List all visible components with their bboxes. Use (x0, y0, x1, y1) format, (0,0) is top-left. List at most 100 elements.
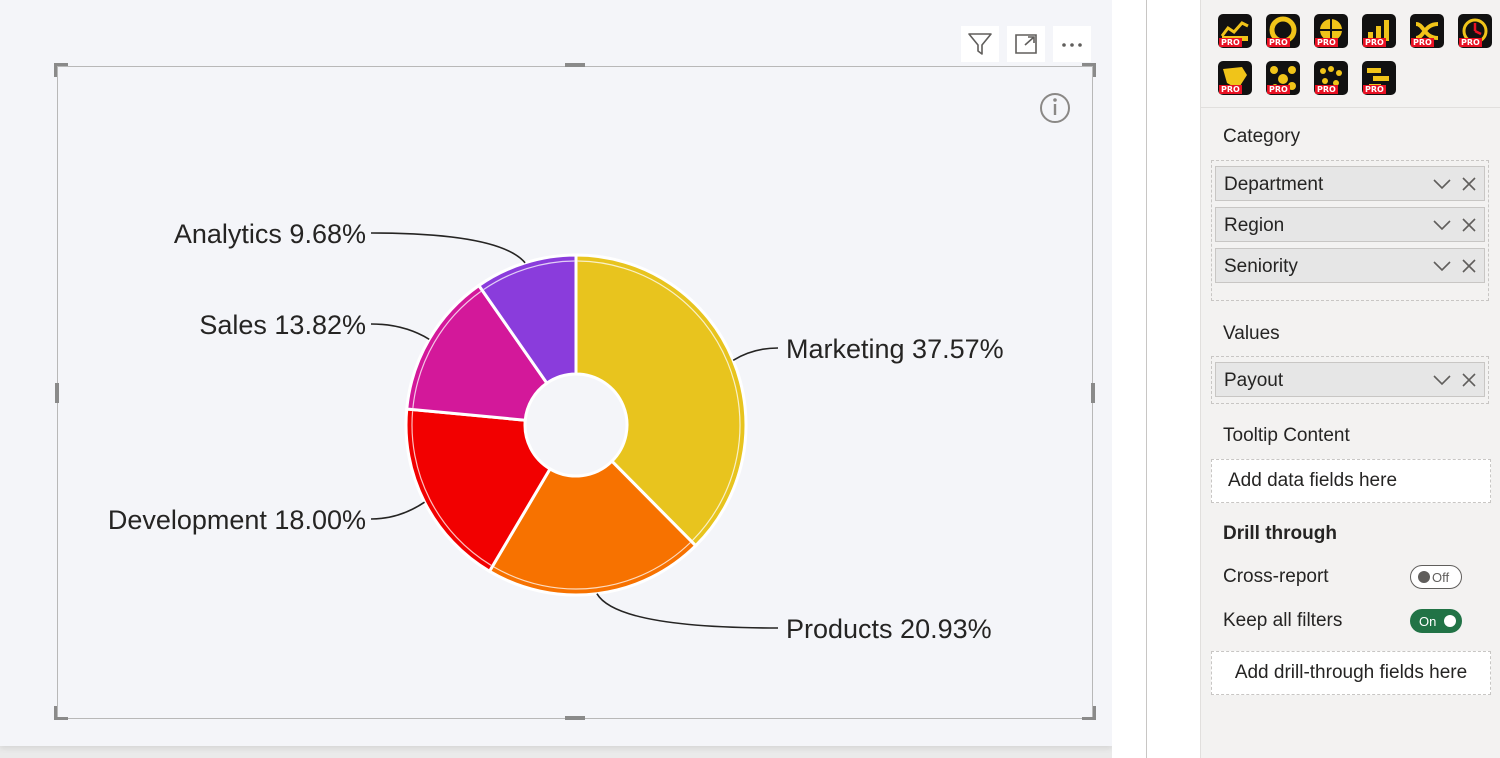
info-icon[interactable] (1040, 93, 1070, 123)
values-well[interactable] (1211, 356, 1489, 404)
resize-handle[interactable] (1093, 63, 1096, 77)
data-label-products: Products 20.93% (786, 614, 992, 644)
leader-line (596, 593, 779, 629)
resize-handle[interactable] (1093, 706, 1096, 720)
pro-badge: PRO (1411, 38, 1434, 47)
slice-analytics[interactable] (476, 253, 578, 386)
focus-mode-icon (1015, 34, 1037, 54)
category-well-title: Category (1223, 126, 1301, 147)
pro-badge: PRO (1315, 85, 1338, 94)
map-pro-icon-glyph (1223, 67, 1247, 89)
collapsed-pane-strip (1147, 0, 1200, 758)
cross-report-label: Cross-report (1223, 566, 1329, 587)
pro-badge: PRO (1315, 38, 1338, 47)
slice-highlight (577, 260, 741, 541)
leader-line (370, 501, 425, 520)
visualizations-pane: PRO PRO PRO PRO PRO PRO PRO PRO PRO PRO Category … (1200, 0, 1500, 758)
bar-pro-icon[interactable]: PRO (1362, 14, 1396, 48)
sankey-pro-icon-glyph (1415, 22, 1439, 40)
close-icon[interactable] (1460, 175, 1478, 193)
line-chart-pro-icon[interactable]: PRO (1218, 14, 1252, 48)
tooltip-drop-zone[interactable]: Add data fields here (1211, 459, 1491, 503)
slice-highlight (493, 542, 691, 590)
map-pro-icon[interactable]: PRO (1218, 61, 1252, 95)
field-region[interactable]: Region (1215, 207, 1485, 242)
close-icon[interactable] (1460, 216, 1478, 234)
field-label: Department (1224, 174, 1324, 195)
cross-report-toggle[interactable]: Off (1410, 565, 1462, 589)
drill-through-title: Drill through (1223, 523, 1337, 544)
toggle-knob (1418, 571, 1430, 583)
resize-handle[interactable] (54, 706, 57, 720)
filter-icon (968, 33, 992, 55)
slice-development[interactable] (404, 407, 553, 574)
slice-products[interactable] (487, 459, 698, 597)
field-label: Payout (1224, 370, 1284, 391)
gauge-pro-icon[interactable]: PRO (1458, 14, 1492, 48)
toggle-knob (1444, 615, 1456, 627)
resize-handle[interactable] (1091, 383, 1095, 403)
donut-chart[interactable]: Marketing 37.57% Products 20.93% Developme… (0, 0, 1112, 746)
slice-marketing[interactable] (574, 253, 748, 548)
resize-handle[interactable] (565, 63, 585, 67)
resize-handle[interactable] (54, 63, 57, 77)
keep-filters-label: Keep all filters (1223, 610, 1343, 631)
field-payout[interactable]: Payout (1215, 362, 1485, 397)
data-label-development: Development 18.00% (108, 505, 366, 535)
donut-pro-icon[interactable]: PRO (1266, 14, 1300, 48)
dot-plot-pro-icon[interactable]: PRO (1314, 61, 1348, 95)
dot-plot-pro-icon-glyph (1320, 66, 1342, 86)
pro-badge: PRO (1267, 85, 1290, 94)
radial-pro-icon-glyph (1320, 19, 1342, 41)
field-department[interactable]: Department (1215, 166, 1485, 201)
pro-badge: PRO (1363, 85, 1386, 94)
toggle-state: Off (1432, 570, 1450, 585)
tooltip-well-title: Tooltip Content (1223, 425, 1350, 446)
resize-handle[interactable] (1082, 717, 1096, 720)
more-options-icon (1062, 43, 1082, 47)
bar-pro-icon-glyph (1368, 20, 1389, 41)
resize-handle[interactable] (54, 63, 68, 66)
chevron-down-icon[interactable] (1432, 175, 1452, 193)
close-icon[interactable] (1460, 371, 1478, 389)
sankey-pro-icon[interactable]: PRO (1410, 14, 1444, 48)
resize-handle[interactable] (55, 383, 59, 403)
values-well-title: Values (1223, 323, 1280, 344)
toggle-state: On (1419, 614, 1437, 629)
slice-sales[interactable] (405, 283, 549, 422)
close-icon[interactable] (1460, 257, 1478, 275)
field-label: Region (1224, 215, 1285, 236)
drill-through-drop-zone[interactable]: Add drill-through fields here (1211, 651, 1491, 695)
leader-line (370, 323, 430, 340)
gantt-pro-icon[interactable]: PRO (1362, 61, 1396, 95)
chevron-down-icon[interactable] (1432, 257, 1452, 275)
slice-highlight (411, 411, 492, 566)
focus-mode-button[interactable] (1007, 26, 1045, 62)
network-pro-icon[interactable]: PRO (1266, 61, 1300, 95)
slice-highlight (412, 290, 482, 408)
field-seniority[interactable]: Seniority (1215, 248, 1485, 283)
chevron-down-icon[interactable] (1432, 216, 1452, 234)
divider (1201, 107, 1500, 108)
chevron-down-icon[interactable] (1432, 371, 1452, 389)
pro-badge: PRO (1219, 85, 1242, 94)
category-well[interactable] (1211, 160, 1489, 301)
pro-badge: PRO (1219, 38, 1242, 47)
data-label-sales: Sales 13.82% (199, 310, 366, 340)
pane-divider[interactable] (1146, 0, 1147, 758)
data-label-marketing: Marketing 37.57% (786, 334, 1004, 364)
radial-pro-icon[interactable]: PRO (1314, 14, 1348, 48)
resize-handle[interactable] (565, 716, 585, 720)
more-options-button[interactable] (1053, 26, 1091, 62)
pro-badge: PRO (1363, 38, 1386, 47)
pro-badge: PRO (1459, 38, 1482, 47)
keep-filters-toggle[interactable]: On (1410, 609, 1462, 633)
canvas-gutter (1112, 0, 1146, 758)
resize-handle[interactable] (54, 717, 68, 720)
resize-handle[interactable] (1082, 63, 1096, 66)
filter-button[interactable] (961, 26, 999, 62)
leader-line (370, 232, 526, 264)
field-label: Seniority (1224, 256, 1298, 277)
leader-line (732, 347, 779, 361)
slice-highlight (483, 260, 575, 290)
